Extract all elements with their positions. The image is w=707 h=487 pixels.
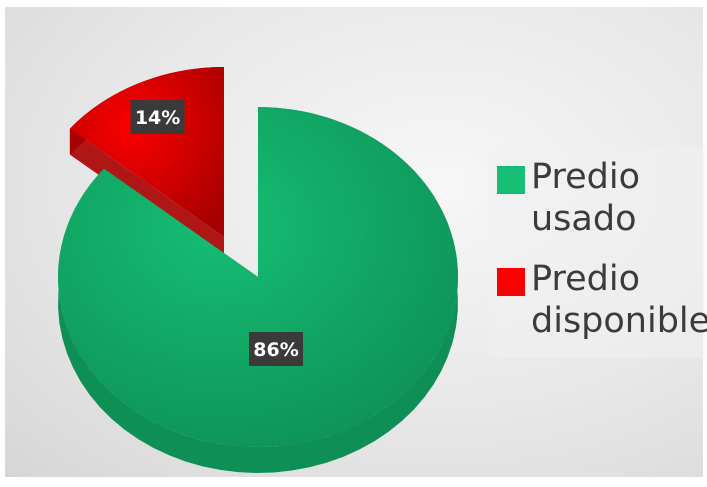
pie-slice-top <box>69 67 224 237</box>
data-label: 86% <box>253 339 298 361</box>
legend: Predio usado Predio disponible <box>489 146 707 358</box>
legend-label-line: disponible <box>531 301 707 341</box>
chart-area: 86% 14% Predio usado Predio disponible <box>5 7 707 477</box>
legend-label: Predio usado <box>531 156 640 240</box>
legend-label-line: Predio <box>531 157 640 197</box>
pie-slice-0 <box>57 107 458 473</box>
legend-label-line: usado <box>531 199 637 239</box>
data-label-box <box>130 100 185 135</box>
pie-chart: 86% 14% <box>57 67 458 473</box>
data-label-box <box>249 332 303 366</box>
legend-swatch <box>497 166 525 194</box>
legend-label: Predio disponible <box>531 258 707 342</box>
legend-label-line: Predio <box>531 259 640 299</box>
pie-slice-top <box>57 107 458 447</box>
data-label: 14% <box>135 107 180 129</box>
legend-swatch <box>497 268 525 296</box>
